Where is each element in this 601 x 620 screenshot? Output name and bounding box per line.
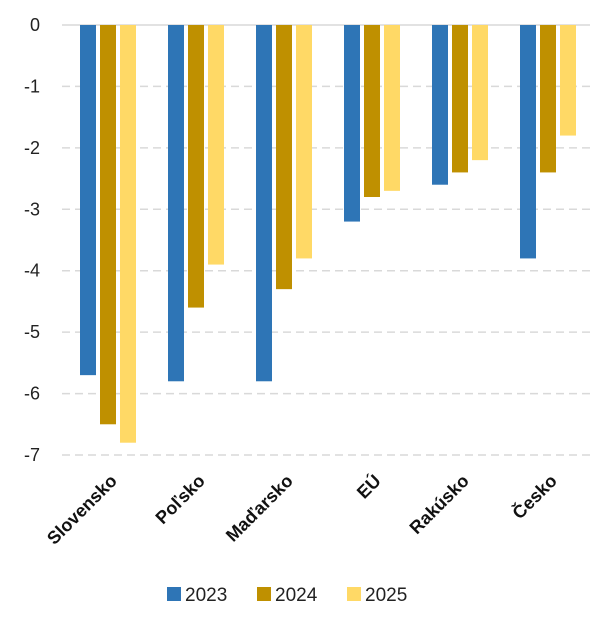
bar-2025-Poľsko bbox=[208, 25, 224, 265]
bar-2025-Česko bbox=[560, 25, 576, 136]
bar-2023-Slovensko bbox=[80, 25, 96, 376]
y-tick-label: -2 bbox=[24, 138, 40, 158]
bars bbox=[80, 25, 576, 443]
category-label: Rakúsko bbox=[406, 471, 473, 538]
bar-2023-EÚ bbox=[344, 25, 360, 222]
bar-2025-EÚ bbox=[384, 25, 400, 191]
y-tick-label: -1 bbox=[24, 76, 40, 96]
bar-2024-Rakúsko bbox=[452, 25, 468, 173]
y-tick-label: 0 bbox=[30, 15, 40, 35]
gridlines bbox=[62, 24, 590, 456]
bar-2023-Poľsko bbox=[168, 25, 184, 382]
bar-2025-Slovensko bbox=[120, 25, 136, 443]
legend-label: 2023 bbox=[185, 585, 227, 606]
bar-2024-Česko bbox=[540, 25, 556, 173]
y-tick-label: -6 bbox=[24, 384, 40, 404]
category-label: Maďarsko bbox=[222, 471, 297, 546]
category-label: Česko bbox=[508, 470, 561, 523]
legend-swatch bbox=[347, 587, 361, 601]
bar-2025-Rakúsko bbox=[472, 25, 488, 161]
y-tick-label: -4 bbox=[24, 261, 40, 281]
category-label: EÚ bbox=[352, 470, 385, 503]
legend-swatch bbox=[167, 587, 181, 601]
y-axis-tick-labels: 0 -1 -2 -3 -4 -5 -6 -7 bbox=[24, 15, 40, 465]
x-axis-category-labels: Slovensko Poľsko Maďarsko EÚ Rakúsko Česko bbox=[43, 470, 561, 549]
category-label: Slovensko bbox=[43, 471, 121, 549]
legend-swatch bbox=[257, 587, 271, 601]
bar-2024-Maďarsko bbox=[276, 25, 292, 290]
category-label: Poľsko bbox=[152, 471, 209, 528]
bar-2025-Maďarsko bbox=[296, 25, 312, 259]
legend-label: 2024 bbox=[275, 585, 318, 606]
bar-2023-Rakúsko bbox=[432, 25, 448, 185]
bar-2024-EÚ bbox=[364, 25, 380, 197]
y-tick-label: -3 bbox=[24, 199, 40, 219]
y-tick-label: -5 bbox=[24, 322, 40, 342]
bar-2024-Poľsko bbox=[188, 25, 204, 308]
legend-label: 2025 bbox=[365, 585, 407, 606]
y-tick-label: -7 bbox=[24, 445, 40, 465]
bar-2024-Slovensko bbox=[100, 25, 116, 425]
legend: 2023 2024 2025 bbox=[167, 585, 407, 606]
bar-2023-Maďarsko bbox=[256, 25, 272, 382]
bar-2023-Česko bbox=[520, 25, 536, 259]
